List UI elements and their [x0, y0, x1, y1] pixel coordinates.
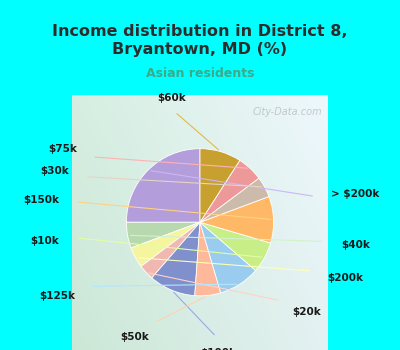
- Wedge shape: [152, 222, 200, 296]
- Text: $30k: $30k: [40, 166, 69, 176]
- Wedge shape: [200, 222, 256, 293]
- Wedge shape: [195, 222, 221, 296]
- Wedge shape: [131, 222, 200, 266]
- Text: $200k: $200k: [328, 273, 364, 284]
- Wedge shape: [200, 149, 240, 222]
- Text: Asian residents: Asian residents: [146, 67, 254, 80]
- Text: $150k: $150k: [23, 195, 59, 205]
- Text: $10k: $10k: [30, 236, 59, 246]
- Text: $20k: $20k: [292, 307, 321, 317]
- Text: $60k: $60k: [157, 92, 186, 103]
- Text: Income distribution in District 8,
Bryantown, MD (%): Income distribution in District 8, Bryan…: [52, 25, 348, 57]
- Wedge shape: [126, 149, 200, 222]
- Wedge shape: [200, 160, 259, 222]
- Text: $125k: $125k: [39, 291, 75, 301]
- Wedge shape: [141, 222, 200, 278]
- Text: $75k: $75k: [48, 144, 77, 154]
- Wedge shape: [200, 197, 274, 243]
- Text: City-Data.com: City-Data.com: [253, 107, 323, 117]
- Text: > $200k: > $200k: [331, 189, 379, 199]
- Text: $40k: $40k: [341, 240, 370, 250]
- Text: $100k: $100k: [200, 348, 236, 350]
- Text: $50k: $50k: [120, 332, 149, 342]
- Wedge shape: [126, 222, 200, 248]
- Wedge shape: [200, 178, 269, 222]
- Wedge shape: [200, 222, 271, 271]
